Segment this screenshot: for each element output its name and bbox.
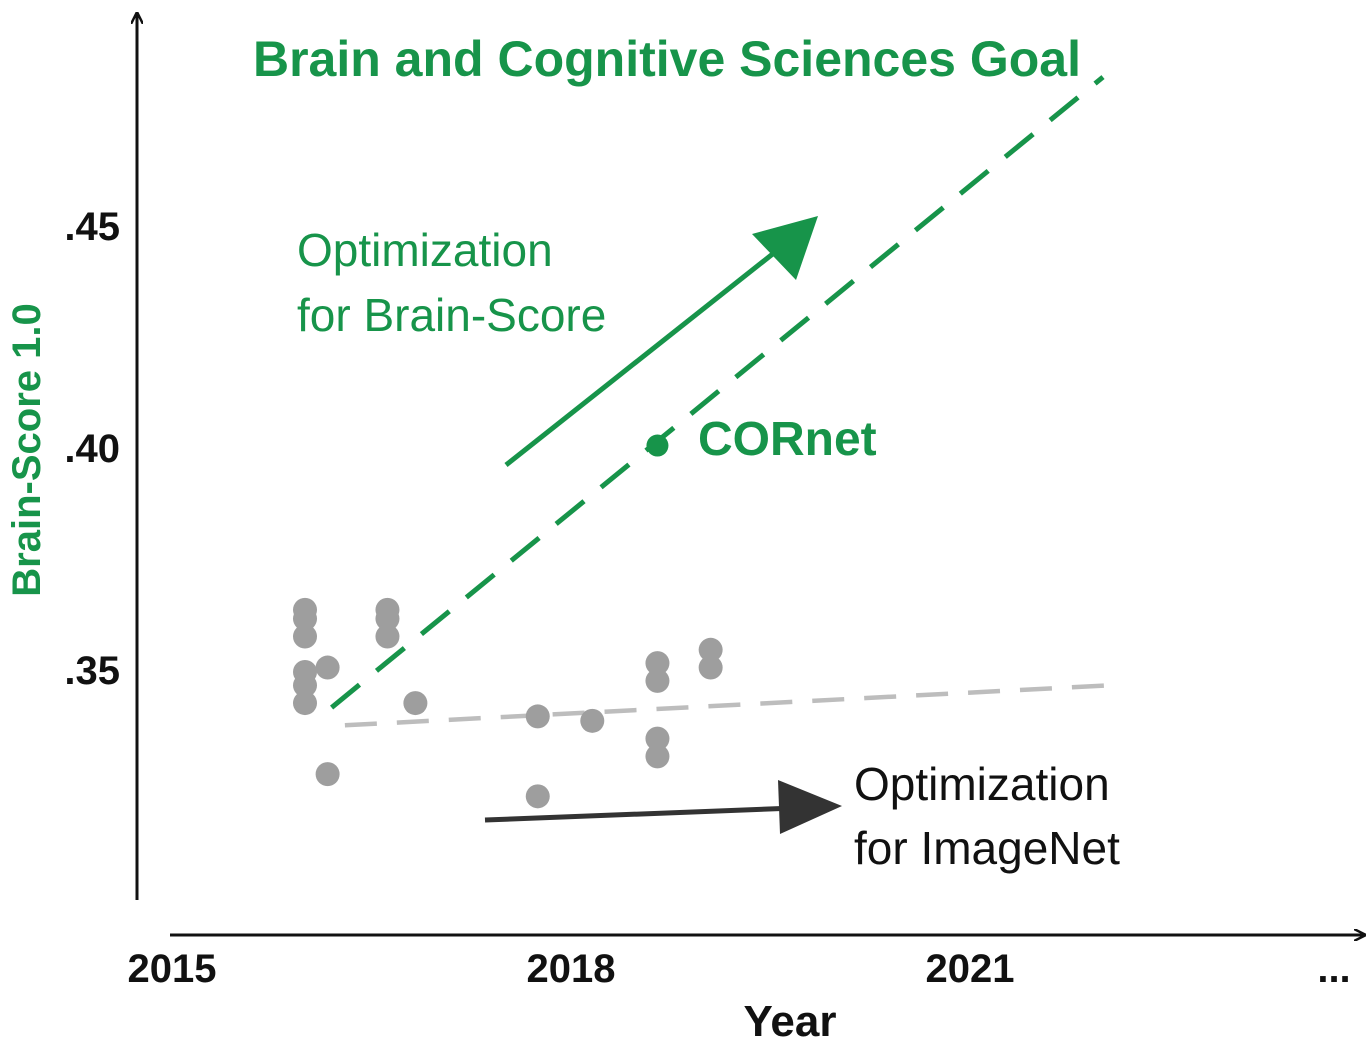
model-point: [698, 637, 723, 662]
annotation-brain-score-line2: for Brain-Score: [297, 289, 606, 341]
annotation-brain-score-line1: Optimization: [297, 224, 553, 276]
brain-score-arrow: [504, 216, 818, 467]
chart-title: Brain and Cognitive Sciences Goal: [253, 31, 1081, 87]
model-point: [375, 624, 400, 649]
x-tick-label: ...: [1317, 947, 1350, 991]
model-point: [645, 651, 670, 676]
annotation-imagenet-line1: Optimization: [854, 758, 1110, 810]
x-tick-label: 2015: [128, 947, 217, 991]
imagenet-trend-line: [344, 683, 1110, 728]
cornet-label: CORnet: [698, 413, 877, 466]
model-point: [645, 668, 670, 693]
imagenet-arrow: [484, 780, 842, 834]
x-axis-label: Year: [744, 997, 837, 1044]
annotation-imagenet-line2: for ImageNet: [854, 822, 1120, 874]
model-point: [525, 704, 550, 729]
data-points: [293, 434, 723, 809]
model-point: [580, 708, 605, 733]
y-tick-label: .40: [64, 427, 120, 471]
y-tick-label: .45: [64, 205, 120, 249]
brain-score-arrow-head: [752, 216, 818, 280]
brain-score-arrow-shaft: [504, 243, 786, 467]
model-point: [525, 784, 550, 809]
x-tick-labels: 2015 2018 2021 ...: [128, 947, 1351, 991]
brain-score-trend-line: [330, 75, 1105, 710]
model-point: [315, 762, 340, 787]
y-axis-label: Brain-Score 1.0: [5, 303, 49, 596]
trend-lines: [330, 75, 1110, 728]
model-point: [293, 624, 317, 649]
model-point: [293, 606, 317, 631]
model-point: [293, 673, 317, 698]
model-point: [315, 655, 340, 680]
x-tick-label: 2018: [527, 947, 616, 991]
model-point: [403, 691, 428, 716]
imagenet-arrow-shaft: [484, 805, 796, 823]
model-point: [375, 606, 400, 631]
x-tick-label: 2021: [926, 947, 1015, 991]
y-tick-labels: .40 .35 .45: [64, 205, 120, 693]
model-point: [645, 744, 670, 769]
model-point: [293, 691, 317, 716]
imagenet-arrow-head: [778, 780, 842, 834]
cornet-point: [646, 434, 669, 457]
model-point: [698, 655, 723, 680]
model-point: [645, 726, 670, 751]
y-tick-label: .35: [64, 649, 120, 693]
